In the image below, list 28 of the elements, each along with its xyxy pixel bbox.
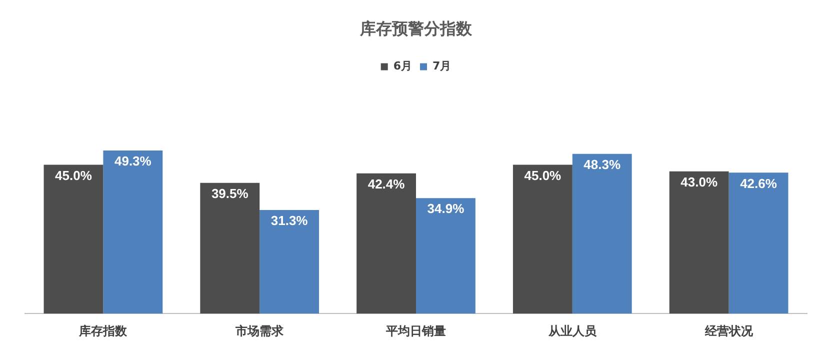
data-label: 45.0% bbox=[524, 168, 562, 183]
bar bbox=[512, 164, 572, 314]
data-label: 42.4% bbox=[368, 176, 406, 192]
bar bbox=[572, 154, 632, 314]
bar bbox=[200, 182, 260, 314]
x-tick-label: 平均日销量 bbox=[385, 324, 446, 338]
bar bbox=[356, 173, 416, 314]
x-tick-label: 库存指数 bbox=[78, 324, 128, 338]
data-label: 43.0% bbox=[680, 174, 718, 190]
data-label: 39.5% bbox=[211, 186, 249, 202]
chart-title: 库存预警分指数 bbox=[359, 18, 473, 38]
bar bbox=[260, 210, 320, 314]
bar bbox=[669, 171, 729, 314]
data-label: 42.6% bbox=[740, 176, 778, 191]
data-label: 34.9% bbox=[427, 201, 465, 216]
x-tick-label: 经营状况 bbox=[704, 324, 754, 338]
data-label: 45.0% bbox=[55, 168, 92, 183]
x-tick-label: 市场需求 bbox=[234, 324, 285, 338]
bar bbox=[103, 150, 163, 314]
legend-label: 7月 bbox=[432, 60, 452, 73]
bar bbox=[416, 198, 476, 314]
bar bbox=[44, 164, 104, 314]
data-label: 49.3% bbox=[114, 154, 152, 169]
data-label: 48.3% bbox=[584, 156, 621, 172]
x-tick-label: 从业人员 bbox=[547, 324, 598, 338]
data-label: 31.3% bbox=[270, 213, 308, 228]
bar bbox=[728, 172, 788, 314]
legend-label: 6月 bbox=[393, 60, 412, 73]
